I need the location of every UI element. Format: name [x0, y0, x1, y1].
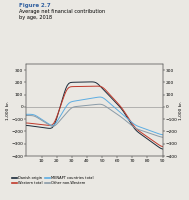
Y-axis label: 1,000 kr.: 1,000 kr. [179, 100, 183, 119]
Legend: Danish origin, Western total, MENAPT countries total, Other non-Western: Danish origin, Western total, MENAPT cou… [12, 176, 93, 185]
Text: Figure 2.7: Figure 2.7 [19, 3, 51, 8]
Text: Average net financial contribution
by age, 2018: Average net financial contribution by ag… [19, 9, 105, 20]
Y-axis label: 1,000 kr.: 1,000 kr. [6, 100, 10, 119]
